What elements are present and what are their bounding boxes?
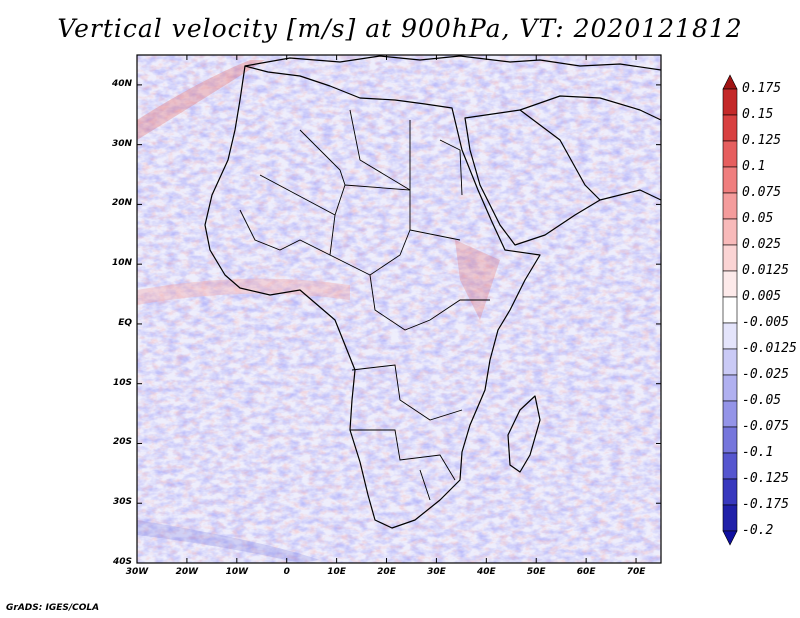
lon-label: 20W (175, 567, 199, 577)
lat-label: 40N (111, 78, 132, 89)
colorbar-swatch (722, 166, 738, 194)
velocity-field (137, 55, 661, 563)
colorbar-swatch (722, 322, 738, 350)
colorbar-swatch (722, 452, 738, 480)
colorbar-swatch (722, 374, 738, 402)
lon-label: 70E (626, 567, 646, 577)
colorbar-label: 0.025 (742, 237, 782, 252)
lat-label: 40S (112, 557, 132, 567)
axis-ticks (136, 55, 661, 564)
colorbar-label: -0.175 (742, 497, 789, 512)
colorbar-label: 0.175 (742, 81, 782, 96)
colorbar-label: 0.05 (742, 211, 774, 226)
lat-label: 30N (111, 138, 132, 149)
colorbar-swatch (722, 478, 738, 506)
lon-label: 30W (125, 567, 149, 577)
colorbar-swatch (722, 426, 738, 454)
colorbar-label: -0.075 (742, 419, 789, 434)
colorbar-swatch (722, 88, 738, 116)
lat-label: 10N (111, 258, 132, 269)
country-borders (239, 109, 490, 501)
colorbar-swatch (722, 192, 738, 220)
colorbar-label: -0.2 (742, 523, 774, 538)
colorbar-swatch (722, 530, 738, 546)
lon-label: 10E (327, 567, 346, 577)
map-title: Vertical velocity [m/s] at 900hPa, VT: 2… (57, 14, 743, 43)
colorbar-swatch (722, 296, 738, 324)
colorbar-label: 0.075 (742, 185, 782, 200)
colorbar-label: 0.0125 (742, 263, 789, 278)
colorbar-label: 0.005 (742, 289, 782, 304)
colorbar-swatch (722, 400, 738, 428)
lon-label: 30E (427, 567, 446, 577)
lon-label: 10W (225, 567, 249, 577)
colorbar-label: -0.125 (742, 471, 789, 486)
colorbar-label: 0.1 (742, 159, 766, 174)
plot-frame (136, 54, 662, 564)
lon-label: 40E (476, 567, 496, 577)
middle-east (519, 95, 661, 201)
colorbar-swatch (722, 74, 738, 90)
madagascar-outline (507, 395, 541, 473)
europe-coast (244, 55, 661, 71)
arabian-peninsula (464, 109, 601, 246)
lat-label: 10S (112, 377, 132, 388)
africa-coastline (204, 65, 541, 529)
colorbar-label: 0.15 (742, 107, 774, 122)
colorbar-label: -0.025 (742, 367, 789, 382)
colorbar-swatch (722, 244, 738, 272)
lon-label: 0 (283, 567, 290, 577)
lon-label: 50E (526, 567, 546, 577)
lat-label: 30S (112, 497, 132, 508)
colorbar-label: -0.0125 (742, 341, 797, 356)
colorbar-swatch (722, 114, 738, 142)
colorbar-label: 0.125 (742, 133, 782, 148)
coastlines (204, 55, 661, 529)
lon-label: 20E (377, 567, 396, 577)
footer-credit: GrADS: IGES/COLA (6, 603, 100, 613)
colorbar-swatch (722, 140, 738, 168)
colorbar (722, 74, 738, 546)
lat-label: 20N (111, 198, 132, 209)
colorbar-swatch (722, 270, 738, 298)
colorbar-label: -0.005 (742, 315, 789, 330)
lon-label: 60E (576, 567, 596, 577)
colorbar-swatch (722, 504, 738, 532)
colorbar-swatch (722, 218, 738, 246)
lat-label: EQ (118, 317, 132, 328)
colorbar-swatch (722, 348, 738, 376)
lat-label: 20S (112, 437, 132, 448)
colorbar-label: -0.05 (742, 393, 782, 408)
colorbar-label: -0.1 (742, 445, 774, 460)
